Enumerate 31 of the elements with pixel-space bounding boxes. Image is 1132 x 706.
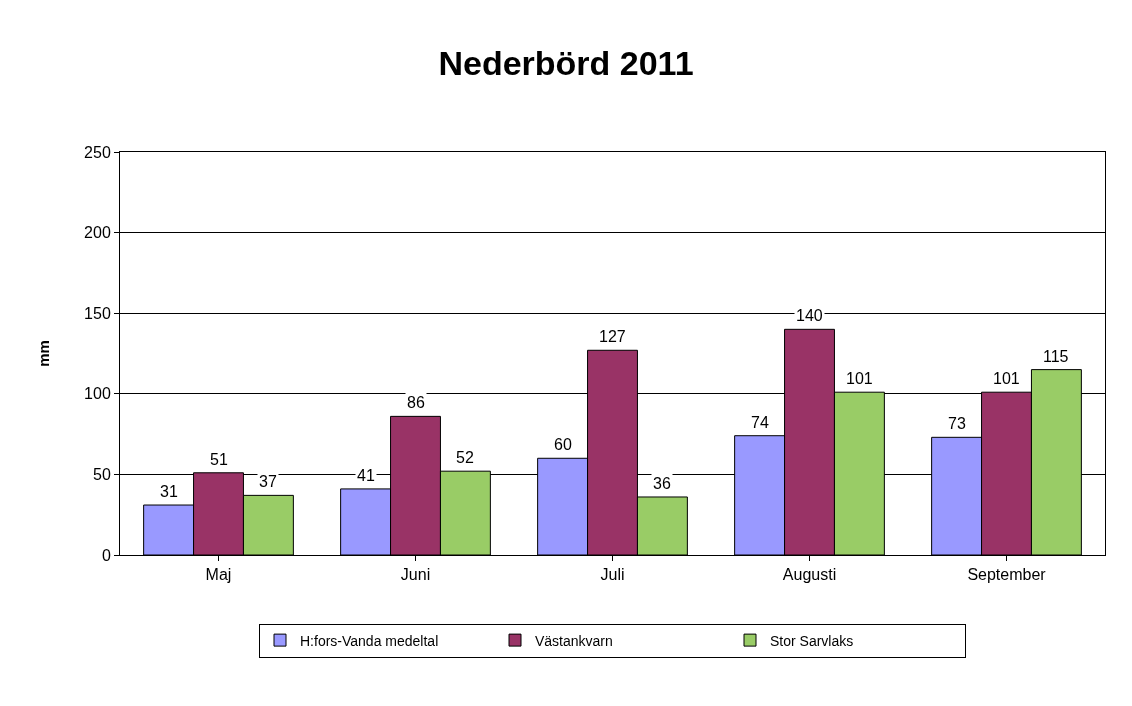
data-label: 31: [160, 483, 178, 500]
data-label: 51: [210, 451, 228, 468]
x-tick-label: Maj: [205, 566, 232, 584]
chart-title: Nederbörd 2011: [438, 44, 694, 83]
data-label: 140: [796, 307, 823, 324]
y-tick-label: 200: [84, 224, 111, 242]
data-label: 73: [948, 415, 966, 432]
legend-label: Västankvarn: [535, 632, 613, 649]
data-label: 101: [993, 370, 1020, 387]
x-tick-label: Juli: [600, 566, 625, 584]
y-tick-label: 100: [84, 385, 111, 403]
x-tick-label: Juni: [400, 566, 431, 584]
x-tick-label: September: [967, 566, 1047, 584]
data-label: 37: [259, 473, 277, 490]
data-label: 115: [1043, 348, 1069, 365]
data-label: 127: [599, 328, 626, 345]
data-label: 60: [554, 436, 572, 453]
data-label: 36: [653, 475, 671, 492]
legend-label: Stor Sarvlaks: [770, 632, 854, 649]
y-tick-label: 150: [84, 304, 111, 322]
y-axis-title: mm: [35, 340, 53, 367]
x-tick-label: Augusti: [782, 566, 837, 584]
y-tick-label: 250: [84, 143, 111, 161]
data-label: 101: [846, 370, 873, 387]
y-tick-label: 0: [101, 546, 111, 564]
data-label: 86: [407, 394, 425, 411]
data-label: 41: [357, 467, 375, 484]
y-tick-label: 50: [93, 466, 111, 483]
legend-label: H:fors-Vanda medeltal: [300, 632, 439, 649]
data-label: 74: [751, 414, 769, 431]
data-label: 52: [456, 449, 474, 466]
